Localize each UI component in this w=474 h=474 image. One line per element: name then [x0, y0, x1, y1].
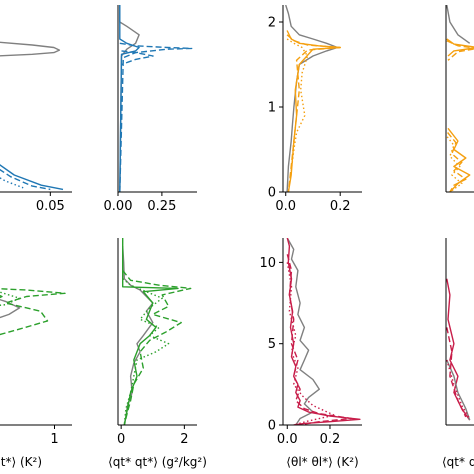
y-tick-label: 1 — [268, 101, 276, 116]
series-line-orange-dotted — [446, 136, 463, 192]
panel-top-3: 0.0 0.2 0 1 2 — [268, 5, 362, 214]
y-tick-label: 2 — [268, 16, 276, 31]
x-tick-label: 0.25 — [147, 199, 176, 214]
series-line-crimson-solid — [286, 238, 361, 425]
x-axis-label: ⟨θl* θl*⟩ (K²) — [286, 455, 358, 469]
x-axis-label: ⟨θt* qt*⟩ (K²) — [0, 455, 42, 469]
panel-bottom-4: ⟨qt* q — [442, 238, 474, 469]
series-line-orange-solid — [447, 127, 471, 192]
series-group — [286, 238, 361, 425]
x-tick-label: 2 — [180, 432, 188, 447]
series-line-crimson-dotted — [446, 359, 471, 419]
series-line-green-dashed — [122, 270, 192, 425]
series-line-crimson-solid — [446, 278, 471, 421]
series-line-green-dotted — [0, 291, 21, 306]
y-tick-label: 5 — [268, 337, 276, 352]
series-line-reference-solid — [285, 5, 339, 192]
series-group — [446, 278, 471, 421]
x-tick-label: 0.0 — [277, 432, 298, 447]
series-line-orange-dashed — [446, 40, 474, 61]
series-group — [0, 41, 64, 191]
series-line-green-solid — [0, 294, 3, 299]
series-line-blue-dashed — [119, 42, 193, 192]
series-line-reference-solid — [446, 5, 471, 44]
series-group — [285, 5, 341, 192]
series-line-blue-solid — [0, 164, 64, 191]
series-group — [119, 5, 193, 192]
series-group — [0, 288, 66, 336]
x-axis-label: ⟨qt* qt*⟩ (g²/kg²) — [108, 455, 207, 469]
x-tick-label: 0.00 — [104, 199, 133, 214]
series-line-green-dotted — [122, 278, 170, 425]
y-tick-label: 0 — [268, 419, 276, 434]
series-line-reference-solid — [446, 359, 471, 421]
series-line-orange-dashed — [447, 132, 467, 192]
panel-bottom-2: 0 2 ⟨qt* qt*⟩ (g²/kg²) — [108, 238, 207, 469]
panel-bottom-1: 1 ⟨θt* qt*⟩ (K²) — [0, 288, 72, 469]
series-line-orange-solid — [446, 38, 474, 57]
series-line-orange-dashed — [286, 34, 341, 192]
series-line-reference-solid — [0, 41, 61, 57]
panel-bottom-3: 0.0 0.2 0 5 10 ⟨θl* θl*⟩ (K²) — [259, 238, 362, 469]
series-line-blue-dashed — [0, 168, 51, 191]
series-line-blue-solid — [119, 5, 140, 192]
x-tick-label: 0.2 — [320, 432, 341, 447]
series-line-reference-solid — [0, 298, 21, 319]
series-group — [446, 5, 474, 192]
panel-top-2: 0.00 0.25 — [104, 5, 197, 214]
series-line-reference-solid — [122, 246, 154, 425]
x-tick-label: 0.0 — [275, 199, 296, 214]
x-tick-label: 0.05 — [36, 199, 65, 214]
series-line-reference-solid — [286, 238, 320, 425]
series-line-orange-solid — [286, 30, 341, 192]
series-line-blue-dotted — [0, 177, 24, 189]
series-line-crimson-dotted — [286, 262, 335, 425]
series-line-reference-solid — [119, 5, 140, 192]
x-axis-label: ⟨qt* q — [442, 455, 474, 469]
series-line-blue-dashed — [121, 50, 154, 66]
series-line-crimson-dashed — [446, 327, 467, 418]
series-group — [122, 238, 192, 425]
y-tick-label: 0 — [268, 186, 276, 201]
y-tick-label: 10 — [259, 256, 276, 271]
panel-top-4 — [445, 5, 474, 193]
series-line-green-dashed — [0, 288, 66, 336]
series-line-green-solid — [122, 238, 179, 425]
panel-top-1: 0.05 — [0, 41, 72, 214]
x-tick-label: 0.2 — [330, 199, 351, 214]
x-tick-label: 0 — [117, 432, 125, 447]
x-tick-label: 1 — [50, 432, 58, 447]
